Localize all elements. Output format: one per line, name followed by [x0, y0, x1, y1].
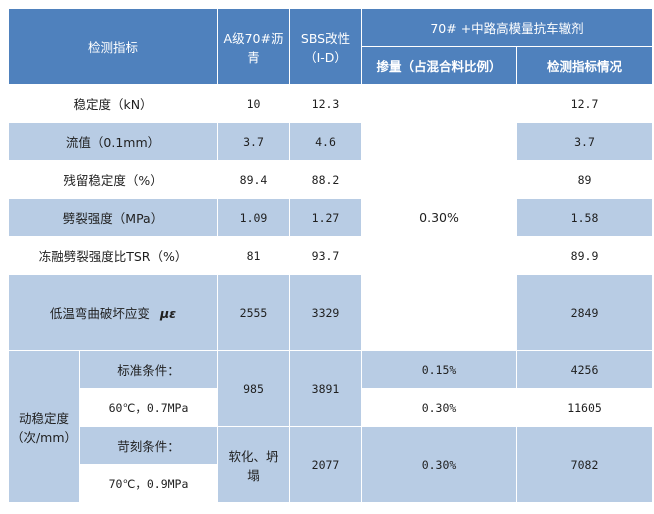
row-sbs-value: 93.7 [289, 236, 363, 275]
row-sbs-value: 88.2 [289, 160, 363, 199]
dynamic-label-line1: 动稳定度 [18, 410, 69, 426]
row-result-value: 89.9 [516, 236, 654, 275]
table-container: 检测指标 A级70#沥青 SBS改性 （I-D） 70# +中路高模量抗车辙剂 … [7, 8, 654, 503]
row-sbs-value: 3329 [289, 274, 363, 351]
harsh-a70-value: 软化、坍 塌 [217, 426, 291, 503]
dynamic-label-line2: （次/mm） [10, 429, 78, 445]
std-dosage-1: 0.15% [361, 350, 518, 389]
row-result-value: 1.58 [516, 198, 654, 237]
std-condition-params: 60℃，0.7MPa [78, 388, 219, 427]
row-label-strain: 低温弯曲破坏应变 με [7, 274, 219, 351]
dynamic-group-label: 动稳定度 （次/mm） [8, 350, 80, 503]
std-condition-label: 标准条件： [78, 350, 219, 389]
header-result: 检测指标情况 [516, 46, 654, 85]
harsh-a70-line1: 软化、坍 [228, 448, 279, 464]
std-result-1: 4256 [516, 350, 654, 389]
row-a70-value: 81 [217, 236, 291, 275]
row-a70-value: 89.4 [217, 160, 291, 199]
row-result-value: 12.7 [516, 84, 654, 123]
harsh-result: 7082 [516, 426, 654, 503]
row-label: 稳定度（kN） [7, 84, 219, 123]
harsh-sbs-value: 2077 [289, 426, 363, 503]
row-sbs-value: 4.6 [289, 122, 363, 161]
header-indicator: 检测指标 [7, 8, 219, 85]
row-label: 冻融劈裂强度比TSR（%） [7, 236, 219, 275]
row-a70-value: 1.09 [217, 198, 291, 237]
row-label: 劈裂强度（MPa） [7, 198, 219, 237]
header-a70-label: A级70#沥青 [223, 30, 284, 65]
row-label-unit: με [159, 306, 177, 321]
harsh-condition-label: 苛刻条件： [78, 426, 219, 465]
row-a70-value: 10 [217, 84, 291, 123]
row-label: 流值（0.1mm） [7, 122, 219, 161]
header-sbs-line1: SBS改性 [300, 30, 351, 46]
row-label: 残留稳定度（%） [7, 160, 219, 199]
std-dosage-2: 0.30% [361, 388, 518, 427]
row-result-value: 3.7 [516, 122, 654, 161]
row-a70-value: 3.7 [217, 122, 291, 161]
harsh-condition-params: 70℃，0.9MPa [78, 464, 219, 503]
header-group: 70# +中路高模量抗车辙剂 [361, 8, 654, 47]
harsh-dosage: 0.30% [361, 426, 518, 503]
header-sbs: SBS改性 （I-D） [289, 8, 363, 85]
row-result-value: 2849 [516, 274, 654, 351]
row-sbs-value: 12.3 [289, 84, 363, 123]
header-sbs-line2: （I-D） [304, 49, 347, 65]
test-results-table: 检测指标 A级70#沥青 SBS改性 （I-D） 70# +中路高模量抗车辙剂 … [7, 8, 654, 503]
std-result-2: 11605 [516, 388, 654, 427]
row-sbs-value: 1.27 [289, 198, 363, 237]
row-a70-value: 2555 [217, 274, 291, 351]
row-result-value: 89 [516, 160, 654, 199]
header-a70: A级70#沥青 [217, 8, 291, 85]
harsh-a70-line2: 塌 [247, 467, 260, 483]
header-dosage: 掺量（占混合料比例） [361, 46, 518, 85]
std-a70-value: 985 [217, 350, 291, 427]
shared-dosage-cell: 0.30% [361, 84, 518, 351]
row-label: 低温弯曲破坏应变 [49, 306, 150, 321]
std-sbs-value: 3891 [289, 350, 363, 427]
